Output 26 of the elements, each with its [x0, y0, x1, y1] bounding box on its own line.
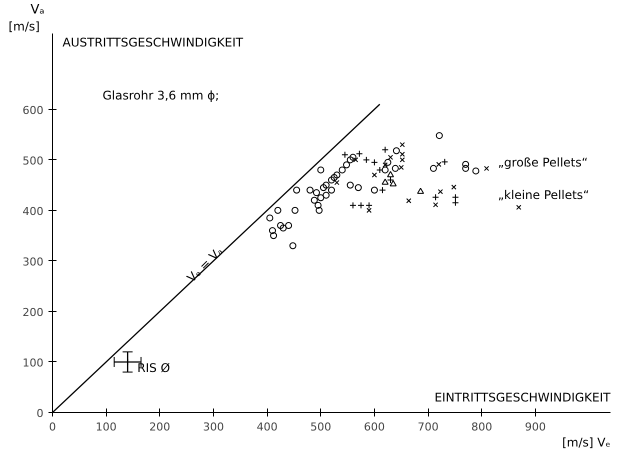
y-tick-label: 500: [22, 154, 44, 168]
y-tick-label: 600: [22, 104, 44, 117]
y-tick-label: 400: [22, 204, 44, 218]
annotation: „große Pellets“: [498, 155, 588, 170]
x-tick-label: 900: [524, 420, 546, 434]
x-tick-label: 200: [149, 420, 170, 434]
x-axis-title: EINTRITTSGESCHWINDIGKEIT: [434, 390, 612, 404]
annotation: Glasrohr 3,6 mm ϕ;: [102, 88, 220, 102]
x-tick-label: 700: [418, 420, 439, 434]
x-tick-label: 400: [256, 420, 278, 434]
text: Vₐ: [30, 2, 44, 18]
y-tick-label: 0: [36, 407, 44, 420]
y-tick-label: 300: [22, 255, 44, 268]
text: [m/s] Vₑ: [562, 436, 610, 449]
text: [m/s]: [8, 20, 40, 34]
annotation: RIS Ø: [137, 361, 170, 376]
x-tick-label: 500: [310, 420, 332, 434]
x-tick-label: 0: [49, 420, 56, 434]
x-tick-label: 800: [471, 420, 492, 434]
x-tick-label: 300: [202, 420, 224, 434]
y-tick-label: 200: [22, 306, 44, 319]
x-tick-label: 100: [96, 420, 117, 434]
y-axis-title: AUSTRITTSGESCHWINDIGKEIT: [62, 36, 244, 50]
y-tick-label: 100: [22, 356, 44, 370]
x-tick-label: 600: [364, 420, 385, 434]
annotation: „kleine Pellets“: [498, 188, 590, 202]
